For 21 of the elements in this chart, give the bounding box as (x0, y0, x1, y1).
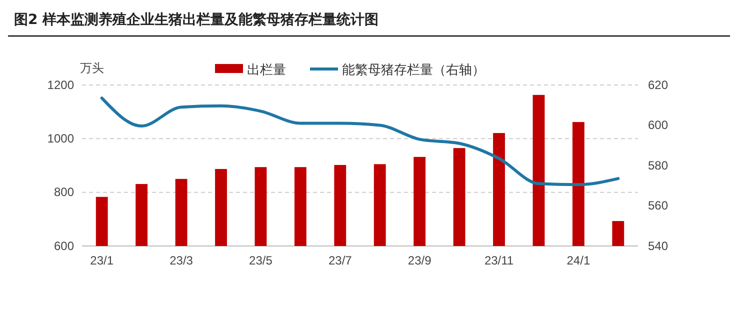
x-tick-label: 23/11 (484, 254, 514, 268)
x-tick-label: 23/7 (328, 254, 352, 268)
y2-tick-label: 580 (648, 158, 668, 172)
x-tick-label: 23/5 (249, 254, 273, 268)
y-tick-label: 800 (54, 185, 74, 200)
y2-tick-label: 600 (648, 118, 668, 132)
y2-tick-label: 560 (648, 198, 668, 213)
x-tick-label: 23/1 (90, 254, 114, 268)
x-tick-label: 23/9 (408, 254, 432, 268)
legend-label: 能繁母猪存栏量（右轴） (342, 63, 485, 78)
y-tick-label: 1000 (47, 132, 74, 146)
line-series (100, 96, 620, 186)
legend-label: 出栏量 (247, 63, 286, 78)
chart-title: 图2 样本监测养殖企业生猪出栏量及能繁母猪存栏量统计图 (14, 11, 379, 28)
x-tick-label: 23/3 (170, 254, 194, 268)
y-axis-title: 万头 (80, 61, 104, 75)
y-tick-label: 600 (54, 238, 74, 253)
y-tick-label: 1200 (47, 78, 74, 92)
y2-tick-label: 620 (648, 78, 668, 92)
x-tick-label: 24/1 (566, 254, 590, 268)
y2-tick-label: 540 (648, 238, 668, 253)
